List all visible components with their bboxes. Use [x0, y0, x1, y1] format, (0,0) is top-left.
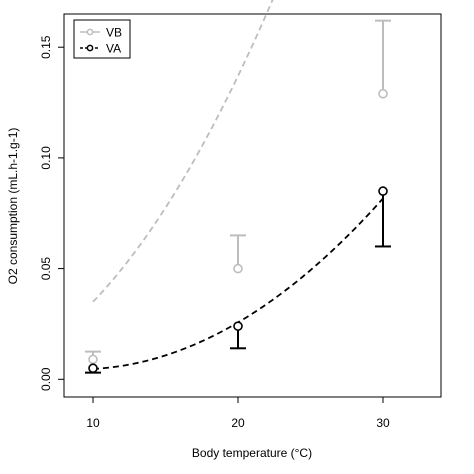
y-tick-label: 0.15 [39, 35, 53, 59]
x-tick-label: 30 [376, 416, 390, 430]
x-tick-label: 20 [231, 416, 245, 430]
y-tick-label: 0.10 [39, 146, 53, 170]
legend-box [73, 19, 131, 59]
x-axis-label: Body temperature (°C) [192, 446, 312, 460]
legend-marker-va [86, 44, 94, 52]
y-tick-label: 0.05 [39, 257, 53, 281]
x-tick-label: 10 [86, 416, 100, 430]
data-point-va [378, 186, 388, 196]
data-point-va [88, 363, 98, 374]
data-point-va [233, 321, 243, 331]
plot-frame [63, 13, 442, 398]
legend-label-vb: VB [106, 26, 122, 40]
fit-curves [92, 0, 384, 370]
x-axis: 10 20 30 [86, 397, 390, 430]
y-axis-label: O2 consumption (mL.h-1.g-1) [6, 128, 20, 285]
legend-marker-vb [86, 28, 94, 36]
data-point-vb [378, 88, 388, 99]
data-point-vb [233, 263, 243, 274]
data-points [88, 88, 388, 374]
data-point-vb [88, 354, 98, 365]
y-axis: 0.00 0.05 0.10 0.15 [39, 35, 64, 391]
legend-label-va: VA [106, 42, 121, 56]
y-tick-label: 0.00 [39, 367, 53, 391]
error-bars [85, 19, 391, 374]
legend: VB VA [73, 19, 131, 59]
fit-curve-vb [92, 0, 274, 303]
